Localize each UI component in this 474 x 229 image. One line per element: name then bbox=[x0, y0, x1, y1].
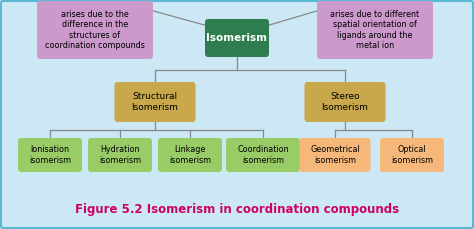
Text: Coordination
isomerism: Coordination isomerism bbox=[237, 145, 289, 165]
FancyBboxPatch shape bbox=[158, 138, 222, 172]
FancyBboxPatch shape bbox=[37, 1, 153, 59]
FancyBboxPatch shape bbox=[226, 138, 300, 172]
Text: Structural
Isomerism: Structural Isomerism bbox=[132, 92, 178, 112]
Text: Figure 5.2 Isomerism in coordination compounds: Figure 5.2 Isomerism in coordination com… bbox=[75, 204, 399, 216]
FancyBboxPatch shape bbox=[115, 82, 195, 122]
Text: Stereo
Isomerism: Stereo Isomerism bbox=[321, 92, 368, 112]
FancyBboxPatch shape bbox=[205, 19, 269, 57]
FancyBboxPatch shape bbox=[380, 138, 444, 172]
Text: Geometrical
isomerism: Geometrical isomerism bbox=[310, 145, 360, 165]
Text: Linkage
isomerism: Linkage isomerism bbox=[169, 145, 211, 165]
Text: arises due to different
spatial orientation of
ligands around the
metal ion: arises due to different spatial orientat… bbox=[330, 10, 419, 50]
FancyBboxPatch shape bbox=[317, 1, 433, 59]
FancyBboxPatch shape bbox=[300, 138, 371, 172]
FancyBboxPatch shape bbox=[88, 138, 152, 172]
FancyBboxPatch shape bbox=[304, 82, 385, 122]
Text: Isomerism: Isomerism bbox=[207, 33, 267, 43]
Text: Optical
isomerism: Optical isomerism bbox=[391, 145, 433, 165]
Text: Ionisation
isomerism: Ionisation isomerism bbox=[29, 145, 71, 165]
Text: Hydration
isomerism: Hydration isomerism bbox=[99, 145, 141, 165]
Text: arises due to the
difference in the
structures of
coordination compounds: arises due to the difference in the stru… bbox=[45, 10, 145, 50]
FancyBboxPatch shape bbox=[18, 138, 82, 172]
